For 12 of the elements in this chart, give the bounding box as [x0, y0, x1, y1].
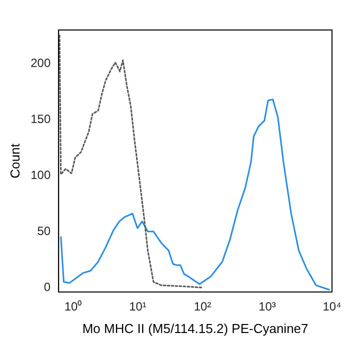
- y-tick-label: 0: [44, 280, 51, 294]
- y-tick-label: 50: [37, 224, 51, 238]
- x-axis-title: Mo MHC II (M5/114.15.2) PE-Cyanine7: [82, 320, 308, 336]
- y-tick-label: 200: [30, 56, 51, 70]
- x-tick-label: 10⁴: [322, 300, 342, 314]
- y-tick-label: 150: [30, 112, 51, 126]
- y-tick-label: 100: [30, 168, 51, 182]
- y-axis-title: Count: [7, 143, 22, 178]
- x-tick-label: 10²: [194, 300, 212, 314]
- x-tick-label: 10⁰: [64, 300, 82, 314]
- x-tick-label: 10³: [258, 300, 276, 314]
- x-tick-label: 10¹: [129, 300, 146, 314]
